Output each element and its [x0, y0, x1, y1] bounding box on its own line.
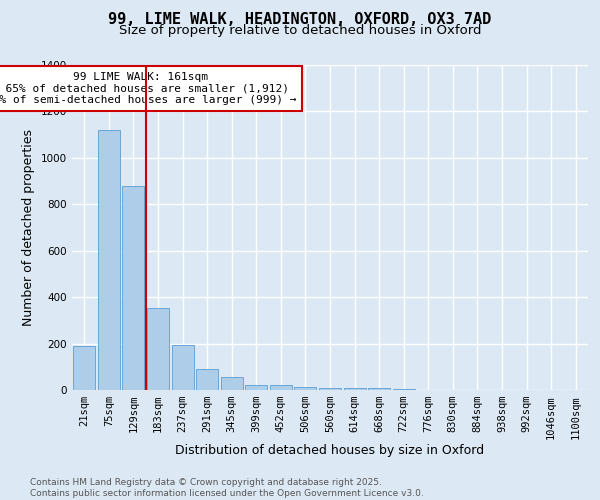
- Bar: [319, 388, 341, 390]
- Text: 99 LIME WALK: 161sqm
← 65% of detached houses are smaller (1,912)
34% of semi-de: 99 LIME WALK: 161sqm ← 65% of detached h…: [0, 72, 296, 105]
- Bar: [295, 387, 316, 390]
- Bar: [147, 308, 169, 390]
- Bar: [221, 377, 243, 390]
- Bar: [245, 385, 268, 390]
- Bar: [392, 389, 415, 390]
- Text: Size of property relative to detached houses in Oxford: Size of property relative to detached ho…: [119, 24, 481, 37]
- Bar: [73, 346, 95, 390]
- Text: Contains HM Land Registry data © Crown copyright and database right 2025.
Contai: Contains HM Land Registry data © Crown c…: [30, 478, 424, 498]
- Bar: [368, 388, 390, 390]
- Text: 99, LIME WALK, HEADINGTON, OXFORD, OX3 7AD: 99, LIME WALK, HEADINGTON, OXFORD, OX3 7…: [109, 12, 491, 28]
- Bar: [172, 344, 194, 390]
- Bar: [270, 386, 292, 390]
- Y-axis label: Number of detached properties: Number of detached properties: [22, 129, 35, 326]
- Bar: [122, 186, 145, 390]
- X-axis label: Distribution of detached houses by size in Oxford: Distribution of detached houses by size …: [175, 444, 485, 457]
- Bar: [344, 388, 365, 390]
- Bar: [98, 130, 120, 390]
- Bar: [196, 369, 218, 390]
